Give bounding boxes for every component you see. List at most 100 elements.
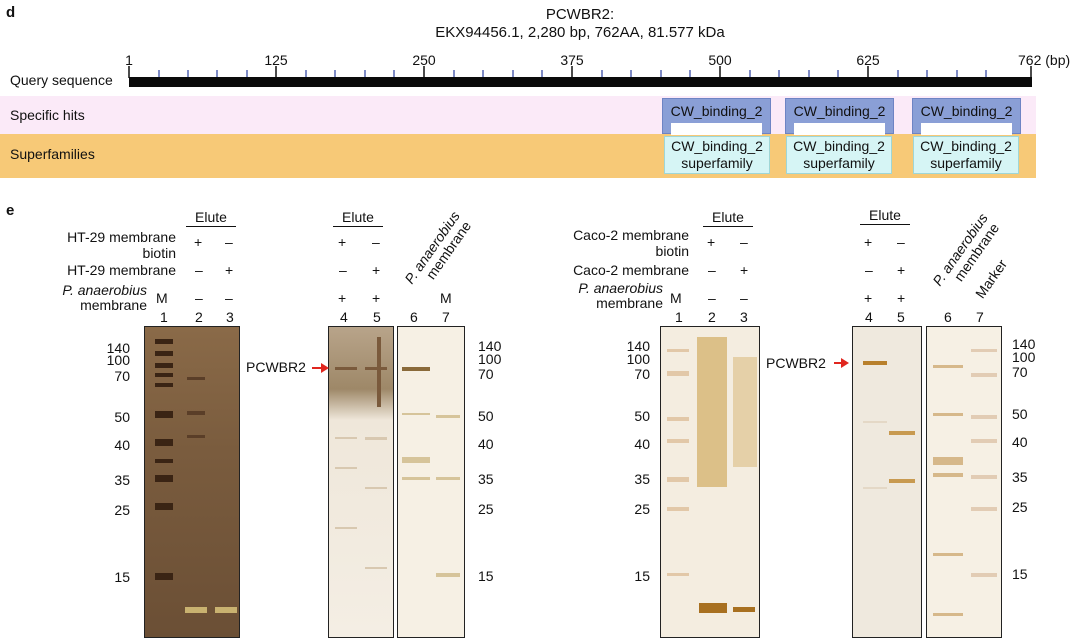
lane-number: 2 xyxy=(708,309,716,325)
mw-marker: 25 xyxy=(114,502,130,518)
condition-label: Caco-2 membrane xyxy=(573,262,689,278)
mw-marker: 140 xyxy=(1012,336,1036,352)
red-arrow-line xyxy=(834,362,842,364)
superfamily-name: CW_binding_2 xyxy=(793,138,885,154)
sign: – xyxy=(740,290,748,306)
sign: + xyxy=(338,290,347,306)
mw-marker: 40 xyxy=(634,436,650,452)
superfamily-name: CW_binding_2 xyxy=(920,138,1012,154)
lane-number: 5 xyxy=(373,309,381,325)
gel-bands xyxy=(335,337,387,569)
rotated-lane-label: P. anaerobius membrane xyxy=(401,208,475,296)
elute-underline xyxy=(333,226,383,227)
gel-bands xyxy=(863,361,915,489)
mw-marker: 50 xyxy=(634,408,650,424)
superfamily-box-2: CW_binding_2 superfamily xyxy=(786,136,892,174)
sign: – xyxy=(372,234,380,250)
elute-underline xyxy=(860,224,910,225)
tick-label: 250 xyxy=(412,52,436,68)
superfamily-name: CW_binding_2 xyxy=(671,138,763,154)
protein-band-label: PCWBR2 xyxy=(766,355,826,371)
lane-number: 4 xyxy=(340,309,348,325)
condition-line: biotin xyxy=(142,245,176,261)
lane-number: 7 xyxy=(442,309,450,325)
lane-number: 4 xyxy=(865,309,873,325)
query-sequence-bar xyxy=(129,77,1032,87)
mw-marker: 70 xyxy=(114,368,130,384)
mw-marker: 50 xyxy=(478,408,494,424)
sign: + xyxy=(338,234,347,250)
cw-binding-hit-2: CW_binding_2 xyxy=(785,98,894,135)
condition-line: biotin xyxy=(655,243,689,259)
gel-bands xyxy=(402,367,460,577)
condition-line: HT-29 membrane xyxy=(67,229,176,245)
sign: – xyxy=(865,262,873,278)
elute-underline xyxy=(703,226,753,227)
tick-label: 625 xyxy=(856,52,880,68)
lane-number: 2 xyxy=(195,309,203,325)
mw-marker: 35 xyxy=(1012,469,1028,485)
panel-letter-d: d xyxy=(6,4,16,21)
red-arrowhead-icon xyxy=(841,358,849,368)
mw-marker: 50 xyxy=(114,409,130,425)
mw-marker: 15 xyxy=(114,569,130,585)
superfamily-suffix: superfamily xyxy=(930,155,1002,171)
condition-line: membrane xyxy=(596,295,663,311)
sign: + xyxy=(225,262,234,278)
sign: – xyxy=(708,290,716,306)
mw-marker: 40 xyxy=(1012,434,1028,450)
sequence-ruler xyxy=(128,66,1032,87)
mw-marker: 100 xyxy=(1012,349,1036,365)
lane-number: 6 xyxy=(410,309,418,325)
mw-marker: 35 xyxy=(634,471,650,487)
mw-marker: 100 xyxy=(106,352,130,368)
mw-marker: 70 xyxy=(478,366,494,382)
hit-label: CW_binding_2 xyxy=(793,103,886,119)
condition-line-italic: P. anaerobius xyxy=(578,280,663,296)
condition-label: Caco-2 membrane biotin xyxy=(500,227,689,259)
sign: + xyxy=(864,234,873,250)
hit-domain-gap xyxy=(921,123,1012,135)
tick-label: 1 xyxy=(125,52,133,68)
sign: + xyxy=(372,290,381,306)
tick-label: 375 xyxy=(560,52,584,68)
sign: – xyxy=(339,262,347,278)
gel-image-caco2-lanes-4-5 xyxy=(852,326,922,638)
condition-line: Caco-2 membrane xyxy=(573,227,689,243)
tick-label: 500 xyxy=(708,52,732,68)
hit-label: CW_binding_2 xyxy=(670,103,763,119)
marker-lane-label: M xyxy=(670,290,682,306)
mw-marker: 70 xyxy=(1012,364,1028,380)
condition-label: HT-29 membrane biotin xyxy=(0,229,176,261)
superfamilies-label: Superfamilies xyxy=(10,146,95,162)
mw-marker: 40 xyxy=(114,437,130,453)
cw-binding-hit-3: CW_binding_2 xyxy=(912,98,1021,135)
major-ticks xyxy=(128,66,1032,78)
sign: + xyxy=(707,234,716,250)
hit-domain-gap xyxy=(671,123,762,135)
lane-number: 1 xyxy=(160,309,168,325)
condition-label: P. anaerobius membrane xyxy=(0,283,147,313)
superfamily-box-1: CW_binding_2 superfamily xyxy=(664,136,770,174)
mw-marker: 40 xyxy=(478,436,494,452)
figure-title: PCWBR2: EKX94456.1, 2,280 bp, 762AA, 81.… xyxy=(380,6,780,42)
mw-marker: 35 xyxy=(114,472,130,488)
sign: – xyxy=(740,234,748,250)
sign: – xyxy=(897,234,905,250)
mw-marker: 140 xyxy=(106,340,130,356)
elute-header: Elute xyxy=(869,207,901,223)
sign: – xyxy=(225,234,233,250)
sign: – xyxy=(708,262,716,278)
sign: – xyxy=(225,290,233,306)
elute-header: Elute xyxy=(342,209,374,225)
gel-bands xyxy=(667,337,757,613)
sign: + xyxy=(740,262,749,278)
mw-marker: 25 xyxy=(634,501,650,517)
marker-lane-label: M xyxy=(440,290,452,306)
gel-image-ht29-lanes-4-5 xyxy=(328,326,394,638)
superfamily-suffix: superfamily xyxy=(803,155,875,171)
mw-marker: 70 xyxy=(634,366,650,382)
lane-number: 1 xyxy=(675,309,683,325)
red-arrow-line xyxy=(312,367,322,369)
condition-label: P. anaerobius membrane xyxy=(500,281,663,311)
